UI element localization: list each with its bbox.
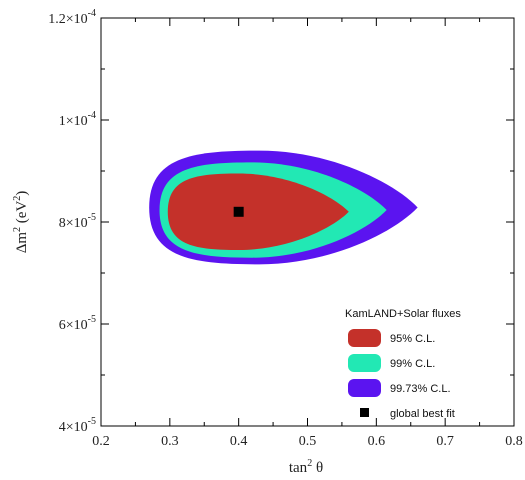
- y-tick-label: 1×10-4: [59, 110, 96, 129]
- x-tick-label: 0.4: [230, 434, 248, 449]
- x-tick-label: 0.7: [436, 434, 454, 449]
- legend-swatch: [348, 329, 381, 347]
- region-95-c-l: [167, 173, 349, 251]
- x-tick-label: 0.5: [299, 434, 317, 449]
- legend-swatch: [348, 379, 381, 397]
- y-tick-label: 6×10-5: [59, 314, 96, 333]
- legend-label: 99.73% C.L.: [390, 383, 451, 395]
- y-axis: 4×10-5 6×10-5 8×10-5 1×10-4 1.2×10-4: [48, 8, 514, 435]
- best-fit-marker: [233, 206, 244, 217]
- x-tick-label: 0.6: [368, 434, 386, 449]
- y-tick-label: 4×10-5: [59, 416, 96, 435]
- y-axis-title: Δm2 (eV2): [12, 191, 30, 254]
- x-axis-title: tan2 θ: [289, 458, 323, 476]
- x-axis: 0.2 0.3 0.4 0.5 0.6 0.7 0.8: [92, 18, 523, 449]
- x-tick-label: 0.3: [161, 434, 179, 449]
- legend-swatch: [348, 354, 381, 372]
- legend-best-fit-marker: [360, 408, 369, 417]
- y-tick-label: 8×10-5: [59, 212, 96, 231]
- confidence-regions: [149, 150, 418, 265]
- x-tick-label: 0.2: [92, 434, 110, 449]
- legend-title: KamLAND+Solar fluxes: [345, 308, 461, 320]
- legend-label: global best fit: [390, 408, 455, 420]
- legend: KamLAND+Solar fluxes 95% C.L. 99% C.L. 99.7…: [345, 308, 461, 420]
- y-tick-label: 1.2×10-4: [48, 8, 96, 27]
- x-tick-label: 0.8: [505, 434, 523, 449]
- legend-label: 95% C.L.: [390, 333, 435, 345]
- legend-label: 99% C.L.: [390, 358, 435, 370]
